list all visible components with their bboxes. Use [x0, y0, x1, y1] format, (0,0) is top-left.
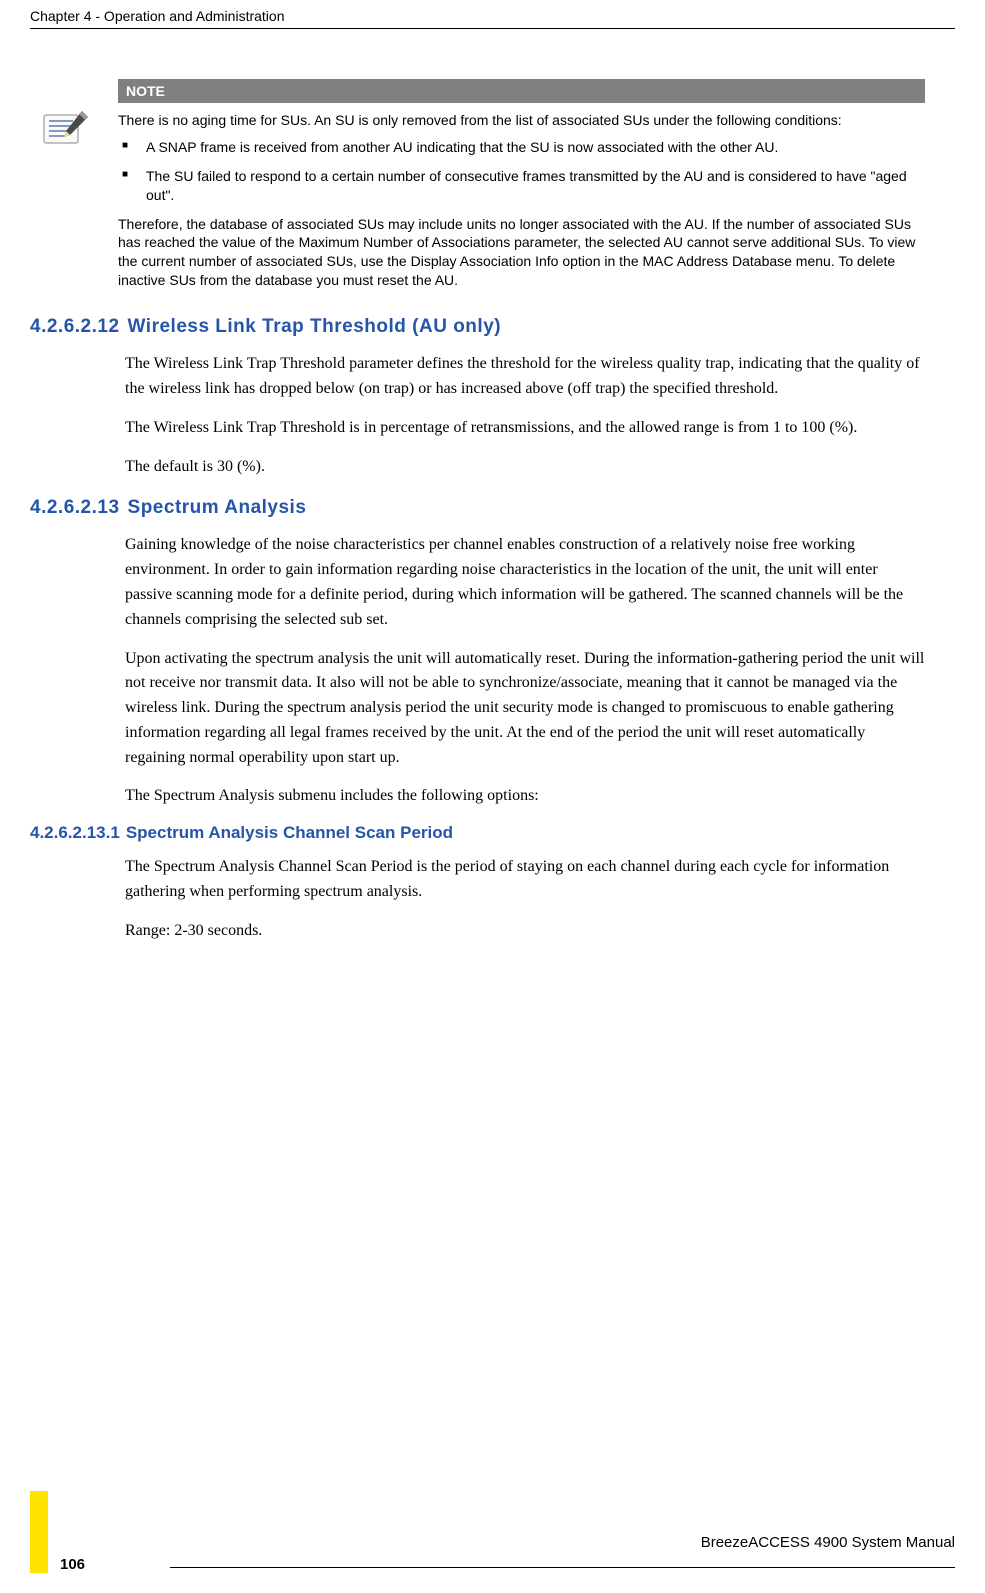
body-paragraph: The Wireless Link Trap Threshold paramet…	[125, 352, 925, 402]
note-content: NOTE There is no aging time for SUs. An …	[118, 79, 925, 298]
body-paragraph: The default is 30 (%).	[125, 455, 925, 480]
yellow-bar	[30, 1491, 48, 1573]
subsection-heading: 4.2.6.2.13.1 Spectrum Analysis Channel S…	[30, 823, 925, 843]
chapter-title: Chapter 4 - Operation and Administration	[30, 8, 284, 24]
section-heading: 4.2.6.2.12 Wireless Link Trap Threshold …	[30, 316, 925, 338]
section-title: Spectrum Analysis	[128, 497, 307, 519]
body-paragraph: Upon activating the spectrum analysis th…	[125, 647, 925, 771]
body-paragraph: Gaining knowledge of the noise character…	[125, 533, 925, 632]
page-header: Chapter 4 - Operation and Administration	[0, 0, 985, 28]
footer-rule-wrap	[30, 1563, 955, 1573]
body-paragraph: The Spectrum Analysis Channel Scan Perio…	[125, 855, 925, 905]
note-therefore: Therefore, the database of associated SU…	[118, 215, 925, 291]
body-paragraph: The Wireless Link Trap Threshold is in p…	[125, 416, 925, 441]
note-bullet: The SU failed to respond to a certain nu…	[118, 167, 925, 205]
page-content: NOTE There is no aging time for SUs. An …	[0, 29, 985, 944]
note-body: There is no aging time for SUs. An SU is…	[118, 103, 925, 290]
section-heading: 4.2.6.2.13 Spectrum Analysis	[30, 497, 925, 519]
note-icon-column	[30, 79, 100, 298]
section-title: Wireless Link Trap Threshold (AU only)	[128, 316, 502, 338]
page-number: 106	[60, 1556, 85, 1573]
note-intro: There is no aging time for SUs. An SU is…	[118, 111, 925, 130]
page-footer: BreezeACCESS 4900 System Manual 106	[30, 1563, 955, 1573]
body-paragraph: The Spectrum Analysis submenu includes t…	[125, 784, 925, 809]
section-number: 4.2.6.2.12	[30, 316, 120, 338]
body-paragraph: Range: 2-30 seconds.	[125, 919, 925, 944]
note-pencil-icon	[40, 109, 90, 149]
note-list: A SNAP frame is received from another AU…	[118, 138, 925, 205]
manual-name: BreezeACCESS 4900 System Manual	[701, 1534, 955, 1551]
section-number: 4.2.6.2.13	[30, 497, 120, 519]
note-block: NOTE There is no aging time for SUs. An …	[30, 79, 925, 298]
footer-rule	[170, 1567, 955, 1568]
note-header: NOTE	[118, 79, 925, 103]
subsection-number: 4.2.6.2.13.1	[30, 823, 120, 843]
subsection-title: Spectrum Analysis Channel Scan Period	[126, 823, 453, 843]
note-bullet: A SNAP frame is received from another AU…	[118, 138, 925, 157]
